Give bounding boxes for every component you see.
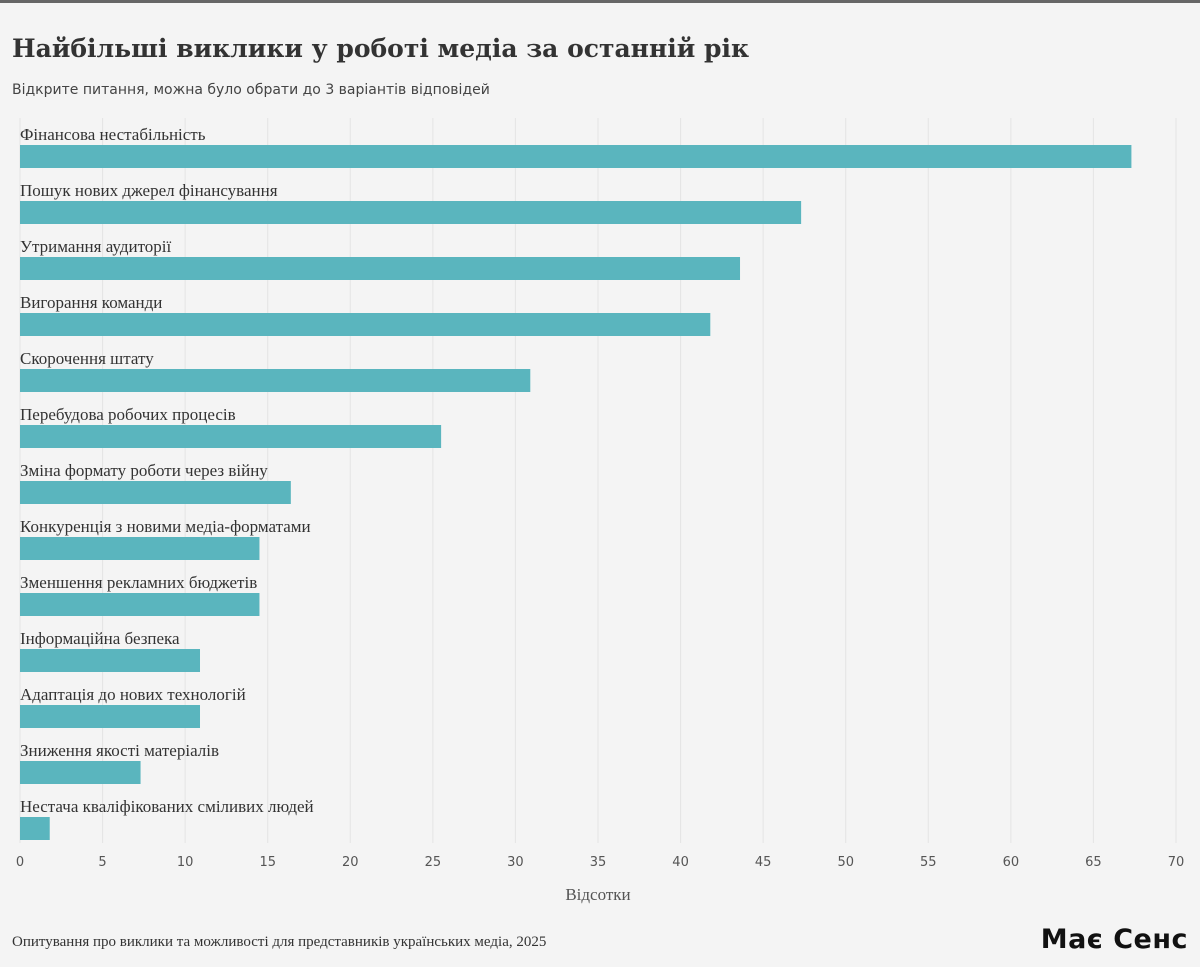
category-label: Адаптація до нових технологій: [20, 685, 246, 704]
bar: [20, 481, 291, 504]
x-tick-label: 70: [1168, 855, 1185, 870]
bar: [20, 425, 442, 448]
x-tick-label: 55: [920, 855, 937, 870]
x-axis-ticks: 0 5 10 15 20 25 30 35 40 45 50 55 60 65 70: [16, 855, 1184, 870]
x-tick-label: 25: [425, 855, 442, 870]
x-tick-label: 0: [16, 855, 24, 870]
x-tick-label: 20: [342, 855, 359, 870]
source-note: Опитування про виклики та можливості для…: [12, 934, 547, 950]
category-label: Зменшення рекламних бюджетів: [20, 573, 257, 592]
category-label: Перебудова робочих процесів: [20, 405, 236, 424]
bar: [20, 257, 741, 280]
bar-chart: Фінансова нестабільність Пошук нових джер…: [16, 118, 1184, 904]
bars: [20, 145, 1132, 840]
x-tick-label: 10: [177, 855, 194, 870]
bar: [20, 369, 531, 392]
x-tick-label: 15: [259, 855, 276, 870]
bar: [20, 705, 201, 728]
gridlines: [19, 118, 1177, 843]
category-label: Пошук нових джерел фінансування: [20, 181, 278, 200]
x-tick-label: 60: [1003, 855, 1020, 870]
top-border: [0, 0, 1200, 3]
category-labels: Фінансова нестабільність Пошук нових джер…: [20, 125, 314, 816]
brand-logo: Має Сенс: [1040, 924, 1188, 955]
bar: [20, 649, 201, 672]
chart-title: Найбільші виклики у роботі медіа за оста…: [12, 34, 750, 63]
category-label: Конкуренція з новими медіа-форматами: [20, 517, 311, 536]
bar: [20, 537, 260, 560]
bar: [20, 593, 260, 616]
category-label: Утримання аудиторії: [20, 237, 172, 256]
category-label: Інформаційна безпека: [20, 629, 180, 648]
bar: [20, 761, 141, 784]
x-tick-label: 35: [590, 855, 607, 870]
bar: [20, 145, 1132, 168]
bar: [20, 817, 50, 840]
x-axis-title: Відсотки: [565, 885, 630, 904]
x-tick-label: 40: [672, 855, 689, 870]
x-tick-label: 30: [507, 855, 524, 870]
category-label: Зміна формату роботи через війну: [20, 461, 268, 480]
chart-subtitle: Відкрите питання, можна було обрати до 3…: [12, 82, 490, 98]
category-label: Вигорання команди: [20, 293, 162, 312]
category-label: Фінансова нестабільність: [20, 125, 206, 144]
x-tick-label: 5: [98, 855, 106, 870]
category-label: Скорочення штату: [20, 349, 154, 368]
bar: [20, 201, 802, 224]
category-label: Нестача кваліфікованих сміливих людей: [20, 797, 314, 816]
x-tick-label: 65: [1085, 855, 1102, 870]
bar: [20, 313, 711, 336]
category-label: Зниження якості матеріалів: [20, 741, 219, 760]
x-tick-label: 50: [837, 855, 854, 870]
x-tick-label: 45: [755, 855, 772, 870]
